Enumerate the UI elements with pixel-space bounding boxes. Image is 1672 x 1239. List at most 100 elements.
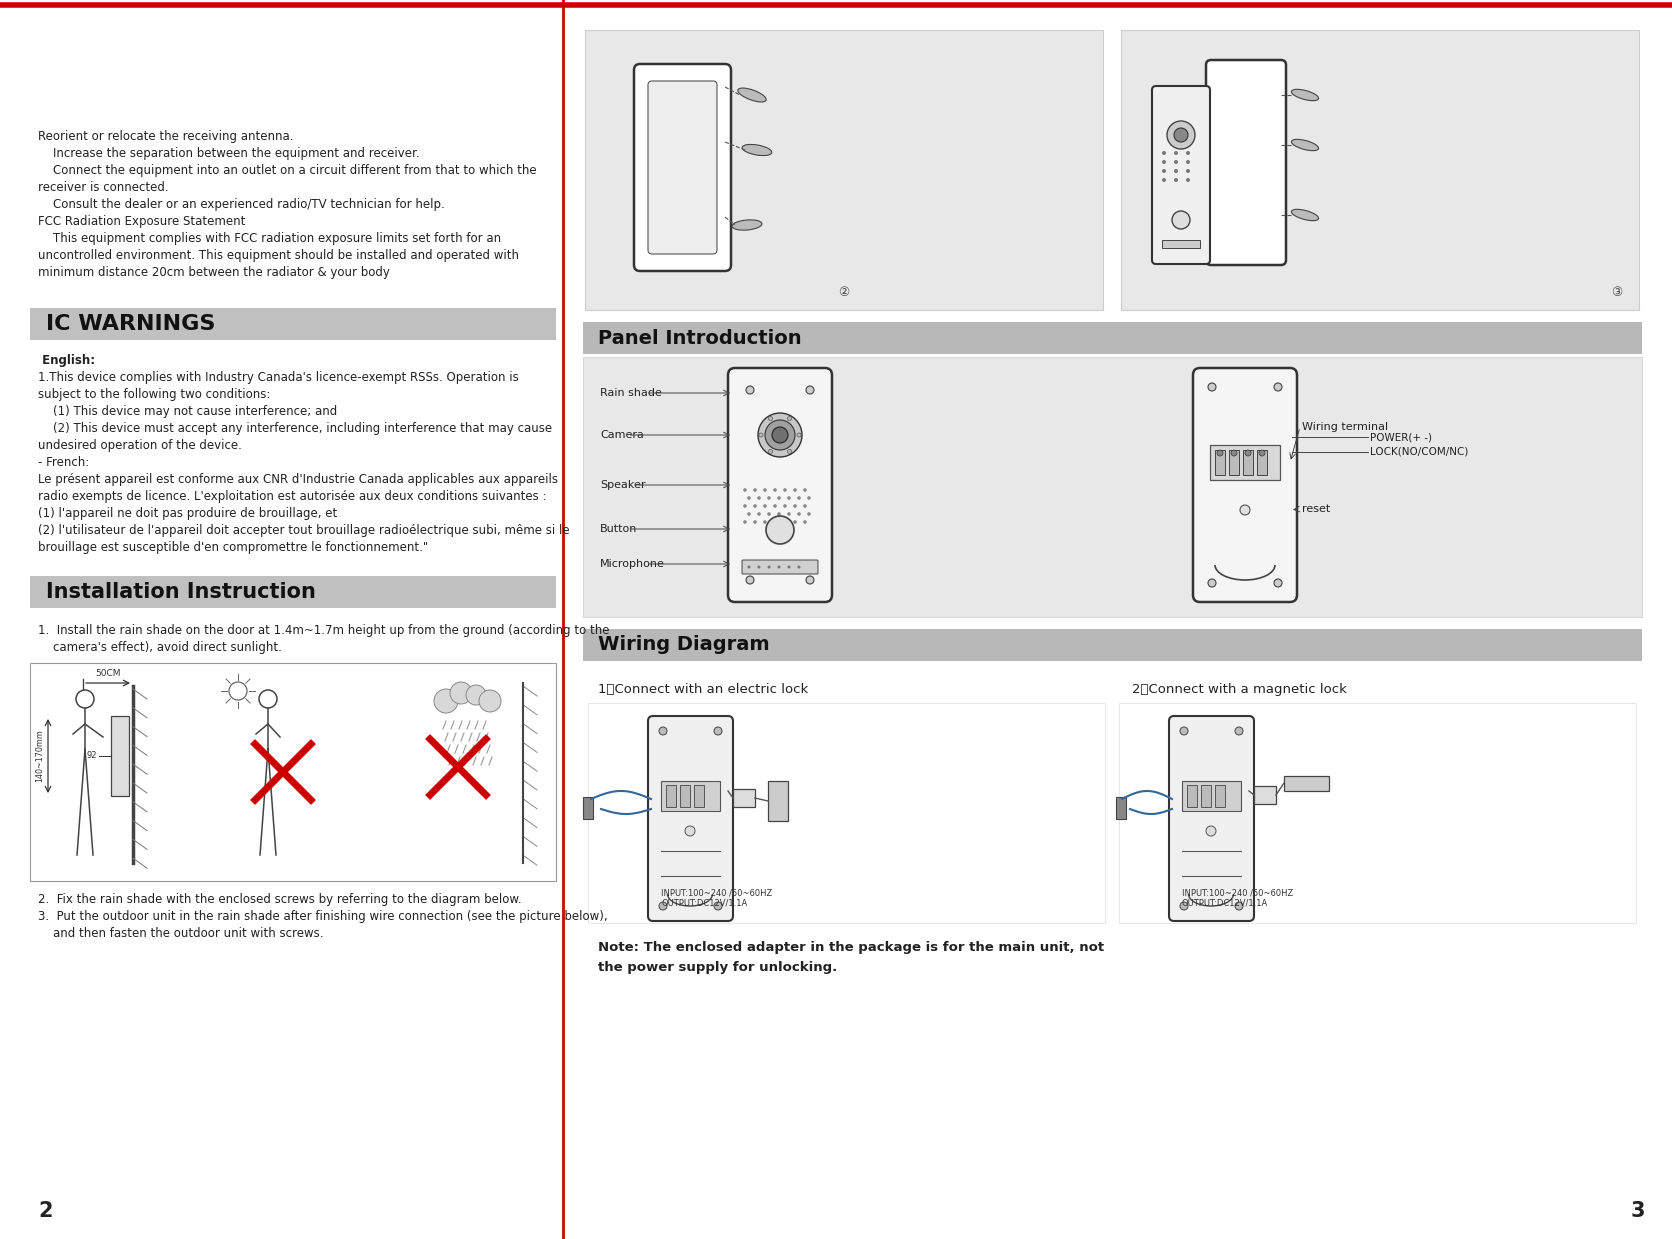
Text: 1、Connect with an electric lock: 1、Connect with an electric lock	[599, 683, 808, 696]
Bar	[1162, 240, 1200, 248]
Circle shape	[767, 565, 771, 569]
Circle shape	[1180, 727, 1189, 735]
Circle shape	[1185, 169, 1190, 173]
Text: Wiring terminal: Wiring terminal	[1302, 422, 1388, 432]
Text: ③: ③	[1612, 285, 1622, 299]
Bar	[589, 703, 1105, 923]
Circle shape	[1174, 169, 1179, 173]
Circle shape	[762, 520, 767, 524]
Circle shape	[793, 488, 798, 492]
Text: camera's effect), avoid direct sunlight.: camera's effect), avoid direct sunlight.	[38, 641, 283, 654]
Ellipse shape	[1291, 209, 1319, 221]
Bar	[1115, 797, 1125, 819]
Circle shape	[767, 496, 771, 499]
Bar	[1229, 450, 1239, 475]
Text: POWER(+ -): POWER(+ -)	[1369, 432, 1431, 442]
Text: the power supply for unlocking.: the power supply for unlocking.	[599, 961, 838, 974]
Bar	[30, 309, 557, 339]
FancyBboxPatch shape	[1194, 368, 1297, 602]
Circle shape	[1259, 450, 1266, 456]
Circle shape	[1185, 178, 1190, 182]
Circle shape	[1167, 121, 1195, 149]
Text: receiver is connected.: receiver is connected.	[38, 181, 169, 195]
Bar	[1257, 450, 1267, 475]
Text: Wiring Diagram: Wiring Diagram	[599, 636, 769, 654]
Circle shape	[798, 496, 801, 499]
Bar	[584, 322, 1642, 354]
Text: Increase the separation between the equipment and receiver.: Increase the separation between the equi…	[38, 147, 420, 160]
Ellipse shape	[737, 88, 766, 102]
Bar	[1211, 445, 1281, 479]
Circle shape	[1162, 169, 1165, 173]
Bar	[1119, 703, 1635, 923]
Circle shape	[659, 727, 667, 735]
Circle shape	[746, 576, 754, 584]
Text: (1) This device may not cause interference; and: (1) This device may not cause interferen…	[38, 405, 338, 418]
Circle shape	[1162, 160, 1165, 164]
Circle shape	[1162, 178, 1165, 182]
FancyBboxPatch shape	[727, 368, 833, 602]
Circle shape	[798, 512, 801, 515]
Circle shape	[757, 565, 761, 569]
Bar	[1200, 786, 1211, 807]
Circle shape	[793, 520, 798, 524]
Circle shape	[777, 565, 781, 569]
Circle shape	[714, 727, 722, 735]
Circle shape	[1172, 211, 1190, 229]
Text: (2) This device must accept any interference, including interference that may ca: (2) This device must accept any interfer…	[38, 422, 552, 435]
Text: 2: 2	[38, 1201, 52, 1220]
Circle shape	[742, 488, 747, 492]
Text: Connect the equipment into an outlet on a circuit different from that to which t: Connect the equipment into an outlet on …	[38, 164, 537, 177]
Circle shape	[793, 504, 798, 508]
Circle shape	[803, 504, 808, 508]
Circle shape	[803, 488, 808, 492]
Circle shape	[803, 520, 808, 524]
Circle shape	[782, 504, 788, 508]
Circle shape	[769, 416, 772, 420]
Text: 3: 3	[1630, 1201, 1645, 1220]
Circle shape	[777, 496, 781, 499]
Text: Button: Button	[600, 524, 637, 534]
Circle shape	[757, 413, 803, 457]
Circle shape	[757, 496, 761, 499]
Circle shape	[777, 512, 781, 515]
Circle shape	[1274, 579, 1282, 587]
Bar	[584, 629, 1642, 660]
Circle shape	[1231, 450, 1237, 456]
Circle shape	[659, 902, 667, 909]
Bar	[1216, 786, 1226, 807]
Circle shape	[772, 504, 777, 508]
Bar	[110, 716, 129, 795]
FancyBboxPatch shape	[1206, 59, 1286, 265]
Circle shape	[808, 512, 811, 515]
Circle shape	[762, 504, 767, 508]
Text: Microphone: Microphone	[600, 559, 665, 569]
Circle shape	[1174, 160, 1179, 164]
Ellipse shape	[1291, 89, 1319, 100]
Circle shape	[450, 681, 472, 704]
Circle shape	[788, 416, 791, 420]
Circle shape	[1185, 160, 1190, 164]
Circle shape	[742, 504, 747, 508]
Ellipse shape	[1291, 139, 1319, 151]
Text: English:: English:	[38, 354, 95, 367]
Circle shape	[1246, 450, 1251, 456]
Text: undesired operation of the device.: undesired operation of the device.	[38, 439, 242, 452]
Circle shape	[478, 690, 502, 712]
Circle shape	[1207, 383, 1216, 392]
Text: radio exempts de licence. L'exploitation est autorisée aux deux conditions suiva: radio exempts de licence. L'exploitation…	[38, 489, 547, 503]
Text: Reorient or relocate the receiving antenna.: Reorient or relocate the receiving anten…	[38, 130, 294, 142]
FancyBboxPatch shape	[742, 560, 818, 574]
Text: subject to the following two conditions:: subject to the following two conditions:	[38, 388, 271, 401]
Circle shape	[752, 488, 757, 492]
Text: minimum distance 20cm between the radiator & your body: minimum distance 20cm between the radiat…	[38, 266, 390, 279]
Circle shape	[762, 488, 767, 492]
Circle shape	[766, 420, 794, 450]
Text: 50CM: 50CM	[95, 669, 120, 678]
Circle shape	[782, 488, 788, 492]
Circle shape	[1174, 178, 1179, 182]
Text: 140~170mm: 140~170mm	[35, 730, 43, 783]
Text: Speaker: Speaker	[600, 479, 645, 489]
Text: LOCK(NO/COM/NC): LOCK(NO/COM/NC)	[1369, 447, 1468, 457]
Circle shape	[806, 576, 814, 584]
